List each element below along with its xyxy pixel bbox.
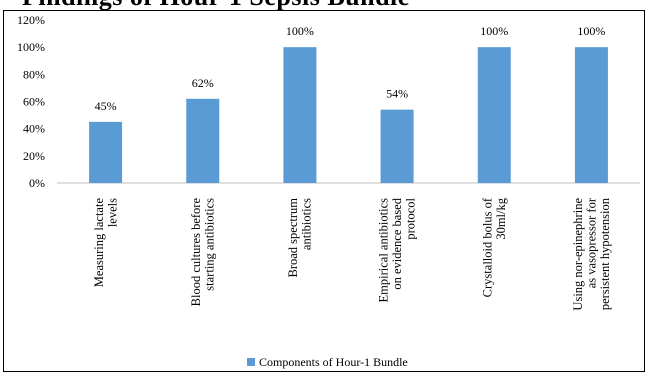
y-tick-label: 40% xyxy=(23,122,45,136)
category-label: Measuring lactate levels xyxy=(92,198,120,288)
category-label: Blood cultures before starting antibiotic… xyxy=(189,198,217,307)
bars xyxy=(89,47,608,183)
chart-border xyxy=(3,10,645,372)
bar-data-label: 45% xyxy=(95,99,117,113)
category-label-line: starting antibiotics xyxy=(203,198,217,291)
bar xyxy=(89,121,123,183)
category-label-line: Using nor-epinephrine xyxy=(571,198,585,311)
category-label-line: Crystalloid bolus of xyxy=(481,197,495,297)
y-axis: 0% 20% 40% 60% 80% 100% 120% xyxy=(17,13,45,190)
category-label-line: levels xyxy=(105,198,119,227)
bar xyxy=(283,47,317,183)
legend: Components of Hour-1 Bundle xyxy=(247,355,408,369)
category-label: Using nor-epinephrine as vasopressor for p… xyxy=(571,197,612,310)
category-label-line: Measuring lactate xyxy=(92,198,106,288)
category-label-line: on evidence based xyxy=(390,197,404,289)
legend-swatch xyxy=(247,358,255,366)
bar xyxy=(477,47,511,183)
category-label-line: as vasopressor for xyxy=(584,197,598,288)
legend-label: Components of Hour-1 Bundle xyxy=(259,355,408,369)
category-label-line: antibiotics xyxy=(300,198,314,250)
clipped-title-text: Findings of Hour-1 Sepsis Bundle xyxy=(22,0,410,10)
bar-data-label: 100% xyxy=(480,24,508,38)
category-label-line: persistent hypotension xyxy=(598,197,612,310)
bar xyxy=(380,109,414,183)
data-labels: 45% 62% 100% 54% 100% 100% xyxy=(95,24,606,113)
y-tick-label: 120% xyxy=(17,13,45,27)
y-tick-label: 0% xyxy=(29,176,45,190)
bar xyxy=(186,98,220,183)
category-label: Crystalloid bolus of 30ml/kg xyxy=(481,197,509,297)
category-label-line: Empirical antibiotics xyxy=(377,198,391,303)
category-label: Empirical antibiotics on evidence based pr… xyxy=(377,197,418,302)
category-label-line: 30ml/kg xyxy=(494,197,508,239)
clipped-title: Findings of Hour-1 Sepsis Bundle xyxy=(0,0,645,10)
y-tick-label: 80% xyxy=(23,67,45,81)
category-label-line: Blood cultures before xyxy=(189,198,203,307)
category-label-line: protocol xyxy=(404,197,418,239)
bar-data-label: 100% xyxy=(286,24,314,38)
category-labels: Measuring lactate levels Blood cultures be… xyxy=(92,197,612,310)
bar-data-label: 62% xyxy=(192,76,214,90)
category-label-line: Broad spectrum xyxy=(286,198,300,278)
y-tick-label: 100% xyxy=(17,40,45,54)
bar-data-label: 100% xyxy=(577,24,605,38)
y-tick-label: 60% xyxy=(23,95,45,109)
bar xyxy=(574,47,608,183)
category-label: Broad spectrum antibiotics xyxy=(286,198,314,278)
bar-data-label: 54% xyxy=(386,87,408,101)
y-tick-label: 20% xyxy=(23,149,45,163)
